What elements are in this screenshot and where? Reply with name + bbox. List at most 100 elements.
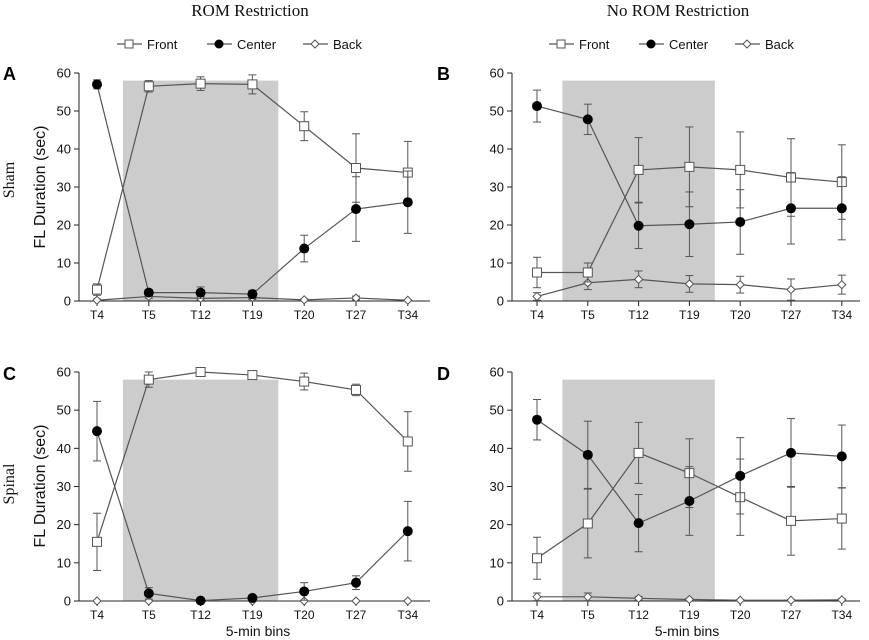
front-point [836,513,847,524]
y-tick-label: 30 [57,479,71,494]
y-tick-label: 10 [57,256,71,271]
front-point [195,367,206,377]
center-point [247,289,258,300]
legend-left: Front Center Back [117,37,362,52]
x-tick-label: T5 [142,308,156,322]
legend-center-marker [214,39,224,49]
x-tick-label: T12 [628,608,649,622]
x-tick-label: T19 [242,608,263,622]
legend-center-label: Center [237,37,277,52]
x-tick-label: T19 [679,608,700,622]
front-point [92,536,102,547]
center-point [532,101,542,112]
front-point [582,518,593,529]
back-point [299,596,309,606]
back-point [684,279,695,289]
x-tick-label: T4 [90,308,104,322]
front-point [92,284,102,295]
front-point [402,436,413,447]
x-tick-label: T27 [346,308,367,322]
legend-back-marker [310,39,320,49]
back-point [786,284,796,295]
back-point [351,293,361,303]
panel-d-chart: 0 10 20 30 40 50 60 T4 T5 T12 T19 T20 T27 T34 [490,365,860,622]
center-point [684,496,695,507]
x-tick-label: T20 [294,308,315,322]
back-point [786,595,796,605]
center-point [143,588,154,599]
y-tick-label: 60 [490,66,504,81]
legend-back-label: Back [765,37,794,52]
y-tick-label: 20 [57,218,71,233]
center-point [92,426,102,437]
y-tick-label: 50 [490,403,504,418]
y-tick-label: 60 [57,365,71,380]
legend-back-marker [742,39,752,49]
y-tick-label: 60 [57,66,71,81]
panel-a-chart: 0 10 20 30 40 50 60 T4 T5 T12 T19 T20 T27 T34 [57,66,430,322]
back-point [633,593,644,604]
x-tick-label: T34 [397,308,418,322]
y-tick-label: 30 [490,180,504,195]
y-tick-label: 30 [490,479,504,494]
front-point [299,376,310,387]
x-tick-label: T20 [730,608,751,622]
y-tick-label: 40 [57,441,71,456]
center-point [786,203,796,214]
legend-center-label: Center [669,37,709,52]
front-point [195,78,206,89]
front-point [532,553,542,564]
x-tick-label: T12 [628,308,649,322]
center-point [299,586,310,597]
back-point [583,278,593,288]
x-tick-label: T5 [142,608,156,622]
front-point [247,370,258,381]
y-tick-label: 0 [497,594,504,609]
back-point [403,596,413,606]
x-tick-label: T20 [294,608,315,622]
y-tick-label: 10 [490,256,504,271]
shaded-region [562,379,715,601]
back-point [583,592,593,602]
center-point [299,243,310,254]
x-tick-label: T27 [781,308,802,322]
center-point [735,216,746,227]
legend-front-marker [556,39,566,49]
legend-center-marker [646,39,656,49]
row-title-spinal: Spinal [1,463,18,504]
x-tick-label: T4 [90,608,104,622]
center-point [143,287,154,298]
panel-c-chart: 0 10 20 30 40 50 60 T4 T5 T12 T19 T20 T27 T34 [57,365,430,622]
front-point [735,164,746,175]
front-point [633,447,644,458]
center-point [735,470,746,481]
center-point [195,287,206,298]
panel-letter-c: C [3,364,16,384]
center-point [532,414,542,425]
center-point [684,219,695,230]
center-point [402,197,413,208]
front-point [143,374,154,385]
x-tick-label: T19 [242,308,263,322]
center-point [351,577,361,588]
back-point [403,295,413,305]
back-point [532,291,542,302]
x-tick-label: T20 [730,308,751,322]
y-tick-label: 40 [490,441,504,456]
back-point [837,595,847,605]
center-point [195,595,206,606]
y-tick-label: 50 [57,104,71,119]
x-tick-label: T4 [530,308,544,322]
front-point [684,161,695,172]
back-point [633,274,644,285]
center-point [92,79,102,90]
center-point [351,204,361,215]
center-point [786,447,796,458]
front-point [143,81,154,92]
x-tick-label: T5 [581,308,595,322]
front-point [633,164,644,175]
x-tick-label: T34 [831,308,852,322]
y-tick-label: 40 [57,142,71,157]
y-tick-label: 0 [64,294,71,309]
y-tick-label: 50 [57,403,71,418]
